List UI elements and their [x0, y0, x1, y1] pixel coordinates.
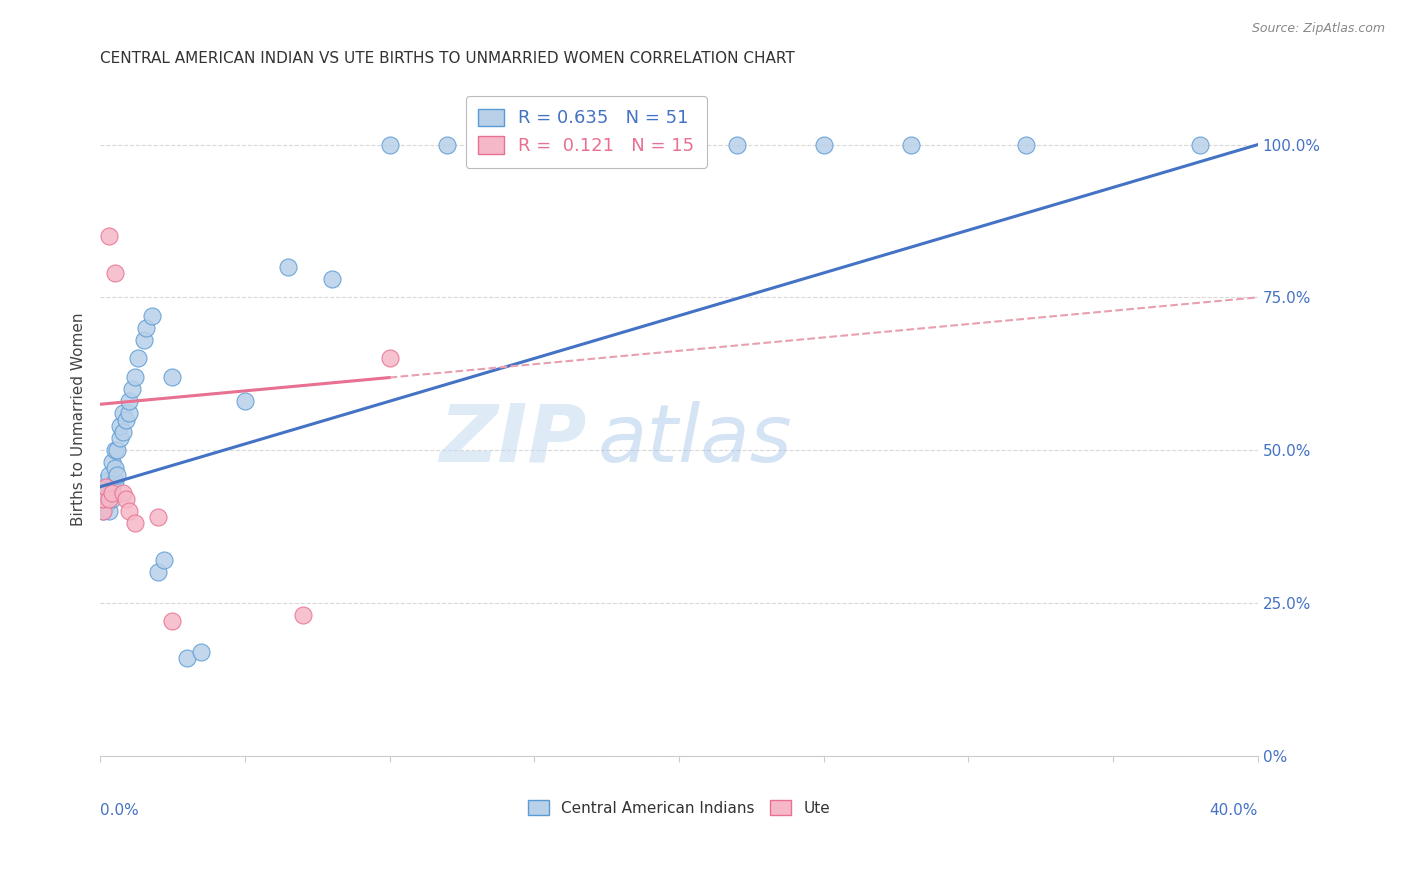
Point — [97, 504, 120, 518]
Point — [112, 406, 135, 420]
Point — [725, 137, 748, 152]
Point — [118, 406, 141, 420]
Point — [162, 369, 184, 384]
Point — [115, 412, 138, 426]
Point — [141, 309, 163, 323]
Point — [104, 443, 127, 458]
Point — [97, 491, 120, 506]
Point — [127, 351, 149, 366]
Point — [104, 474, 127, 488]
Point — [610, 137, 633, 152]
Y-axis label: Births to Unmarried Women: Births to Unmarried Women — [72, 313, 86, 526]
Point — [94, 498, 117, 512]
Point — [94, 486, 117, 500]
Point — [97, 480, 120, 494]
Point — [124, 516, 146, 531]
Point — [91, 504, 114, 518]
Point — [668, 137, 690, 152]
Point — [100, 455, 122, 469]
Point — [100, 480, 122, 494]
Point — [115, 491, 138, 506]
Text: Source: ZipAtlas.com: Source: ZipAtlas.com — [1251, 22, 1385, 36]
Point — [321, 272, 343, 286]
Point — [110, 431, 132, 445]
Point — [277, 260, 299, 274]
Legend: Central American Indians, Ute: Central American Indians, Ute — [522, 794, 837, 822]
Point — [110, 418, 132, 433]
Point — [118, 504, 141, 518]
Text: 40.0%: 40.0% — [1209, 803, 1258, 818]
Point — [124, 369, 146, 384]
Point — [91, 491, 114, 506]
Text: 0.0%: 0.0% — [100, 803, 139, 818]
Point — [176, 650, 198, 665]
Text: CENTRAL AMERICAN INDIAN VS UTE BIRTHS TO UNMARRIED WOMEN CORRELATION CHART: CENTRAL AMERICAN INDIAN VS UTE BIRTHS TO… — [100, 51, 794, 66]
Point — [91, 480, 114, 494]
Point — [91, 504, 114, 518]
Point — [104, 266, 127, 280]
Point — [378, 137, 401, 152]
Text: atlas: atlas — [598, 401, 793, 479]
Point — [1015, 137, 1038, 152]
Point — [135, 321, 157, 335]
Point — [107, 443, 129, 458]
Point — [132, 333, 155, 347]
Point — [94, 474, 117, 488]
Point — [291, 608, 314, 623]
Point — [112, 486, 135, 500]
Point — [1188, 137, 1211, 152]
Point — [162, 614, 184, 628]
Point — [233, 394, 256, 409]
Point — [153, 553, 176, 567]
Point — [97, 229, 120, 244]
Point — [97, 467, 120, 482]
Point — [813, 137, 835, 152]
Point — [91, 491, 114, 506]
Point — [900, 137, 922, 152]
Point — [112, 425, 135, 439]
Point — [146, 510, 169, 524]
Point — [100, 486, 122, 500]
Point — [378, 351, 401, 366]
Point — [94, 480, 117, 494]
Point — [118, 394, 141, 409]
Point — [146, 566, 169, 580]
Point — [121, 382, 143, 396]
Point — [523, 137, 546, 152]
Text: ZIP: ZIP — [439, 401, 586, 479]
Point — [94, 480, 117, 494]
Point — [190, 645, 212, 659]
Point — [91, 486, 114, 500]
Point — [436, 137, 458, 152]
Point — [107, 467, 129, 482]
Point — [104, 461, 127, 475]
Point — [97, 486, 120, 500]
Point — [100, 491, 122, 506]
